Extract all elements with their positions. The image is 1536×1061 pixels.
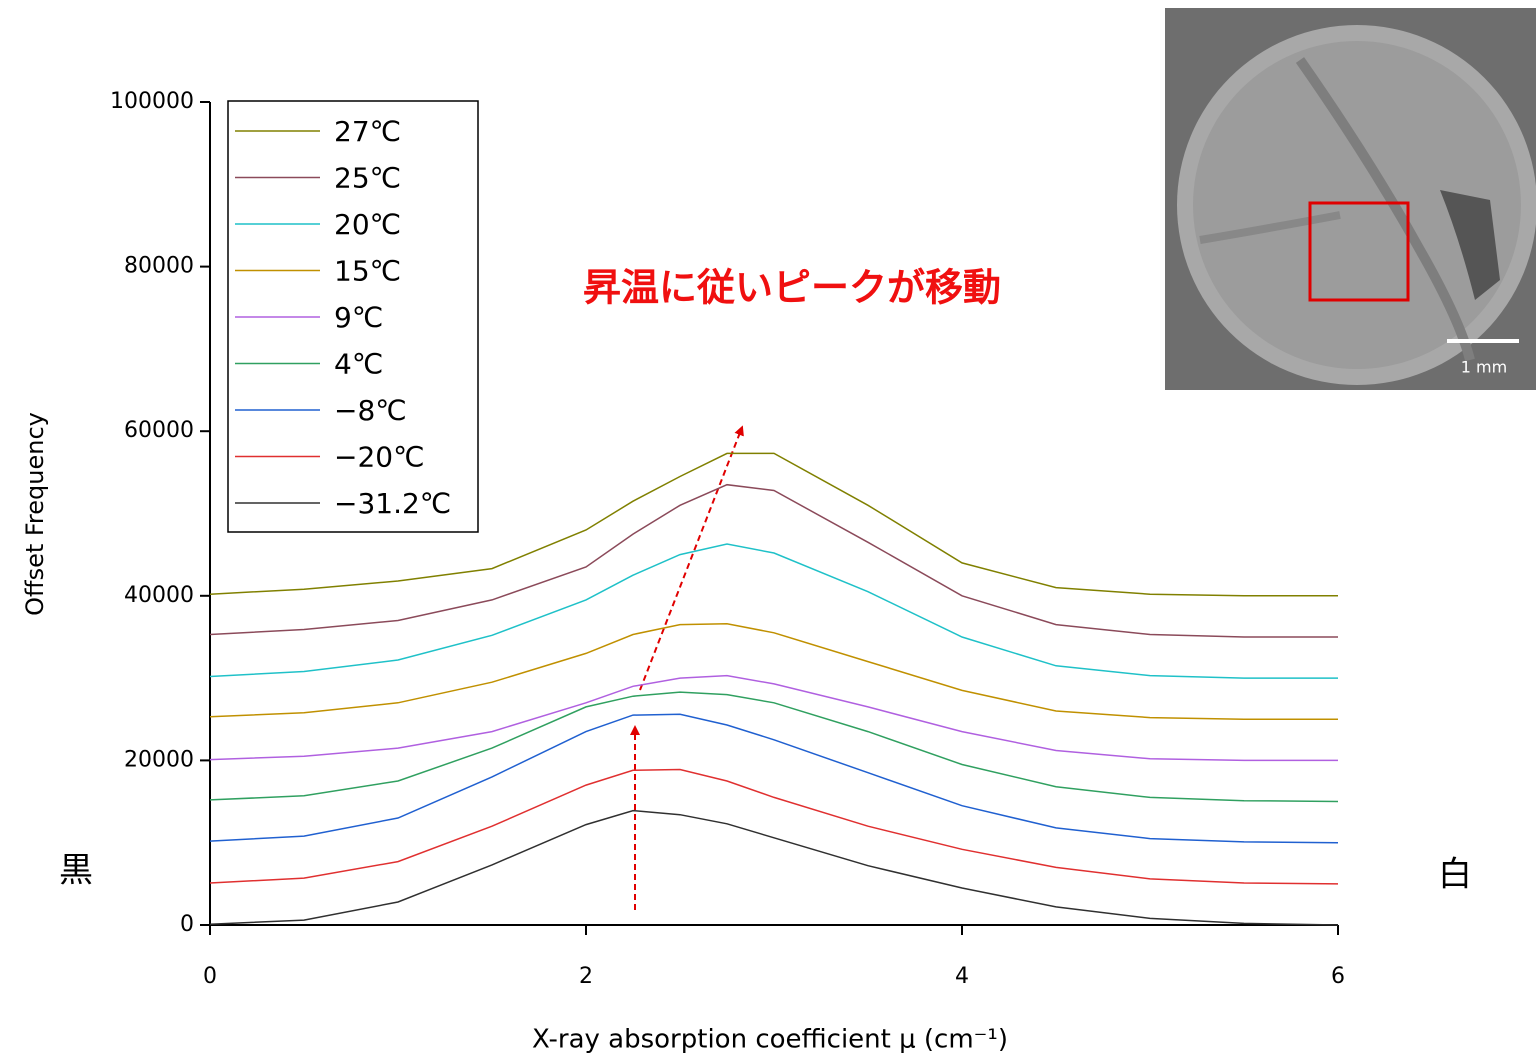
- legend-label: 25℃: [334, 162, 401, 195]
- data-line: [210, 624, 1338, 720]
- data-line: [210, 544, 1338, 678]
- x-tick-label: 4: [955, 964, 969, 989]
- legend-label: −20℃: [334, 441, 425, 474]
- legend-label: 20℃: [334, 208, 401, 241]
- y-tick-label: 100000: [110, 89, 194, 114]
- legend-label: 9℃: [334, 301, 383, 334]
- x-tick-label: 6: [1331, 964, 1345, 989]
- legend-label: 27℃: [334, 115, 401, 148]
- scale-bar-label: 1 mm: [1461, 358, 1507, 377]
- legend-label: −31.2℃: [334, 487, 451, 520]
- legend-label: −8℃: [334, 394, 407, 427]
- left-label: 黒: [59, 851, 93, 891]
- data-line: [210, 714, 1338, 842]
- annotation: 昇温に従いピークが移動: [583, 266, 1001, 310]
- y-tick-label: 0: [180, 912, 194, 937]
- y-axis-title: Offset Frequency: [21, 412, 49, 616]
- legend-label: 15℃: [334, 255, 401, 288]
- y-tick-label: 20000: [124, 747, 194, 772]
- legend-label: 4℃: [334, 348, 383, 381]
- arrow: [640, 430, 741, 690]
- x-tick-label: 2: [579, 964, 593, 989]
- y-tick-label: 60000: [124, 418, 194, 443]
- x-axis-title: X-ray absorption coefficient μ (cm⁻¹): [532, 1025, 1008, 1055]
- data-line: [210, 692, 1338, 801]
- x-tick-label: 0: [203, 964, 217, 989]
- data-line: [210, 770, 1338, 884]
- right-label: 白: [1438, 855, 1472, 895]
- chart: 1 mm 昇温に従いピークが移動 黒 白 X-ray absorption co…: [0, 0, 1536, 1061]
- page: {"chart_data": { "type": "line", "x_labe…: [0, 0, 1536, 1061]
- y-tick-label: 40000: [124, 583, 194, 608]
- data-line: [210, 811, 1338, 925]
- inset-image: 1 mm: [1165, 8, 1536, 390]
- y-tick-label: 80000: [124, 254, 194, 279]
